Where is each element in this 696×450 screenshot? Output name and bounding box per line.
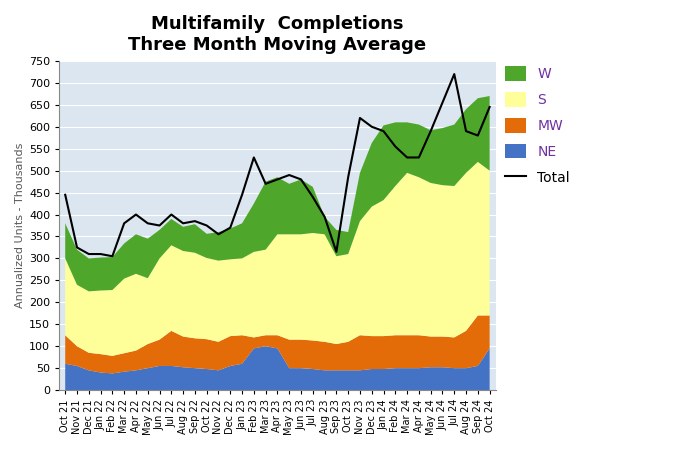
Total (462, 128, 470, 134)
Total (332, 249, 340, 255)
Total (344, 175, 352, 180)
Title: Multifamily  Completions
Three Month Moving Average: Multifamily Completions Three Month Movi… (128, 15, 427, 54)
Total (391, 144, 400, 149)
Total (415, 155, 423, 160)
Total (438, 100, 447, 105)
Total (226, 225, 235, 230)
Total (474, 133, 482, 138)
Total (120, 220, 128, 226)
Total (97, 252, 105, 257)
Total (61, 192, 70, 198)
Total (320, 214, 329, 220)
Total (274, 177, 282, 182)
Total (250, 155, 258, 160)
Total (191, 218, 199, 224)
Total (132, 212, 140, 217)
Total (179, 220, 187, 226)
Total (73, 245, 81, 250)
Total (214, 232, 223, 237)
Total (485, 104, 493, 110)
Legend: W, S, MW, NE, Total: W, S, MW, NE, Total (500, 61, 576, 190)
Total (367, 124, 376, 130)
Y-axis label: Annualized Units - Thousands: Annualized Units - Thousands (15, 143, 25, 308)
Total (427, 128, 435, 134)
Total (356, 115, 364, 121)
Total (379, 128, 388, 134)
Total (262, 181, 270, 186)
Total (285, 172, 294, 178)
Total (450, 72, 459, 77)
Total (203, 223, 211, 228)
Total (308, 194, 317, 200)
Total (143, 220, 152, 226)
Total (85, 252, 93, 257)
Total (296, 177, 305, 182)
Line: Total: Total (65, 74, 489, 256)
Total (403, 155, 411, 160)
Total (108, 253, 116, 259)
Total (155, 223, 164, 228)
Total (238, 192, 246, 198)
Total (167, 212, 175, 217)
